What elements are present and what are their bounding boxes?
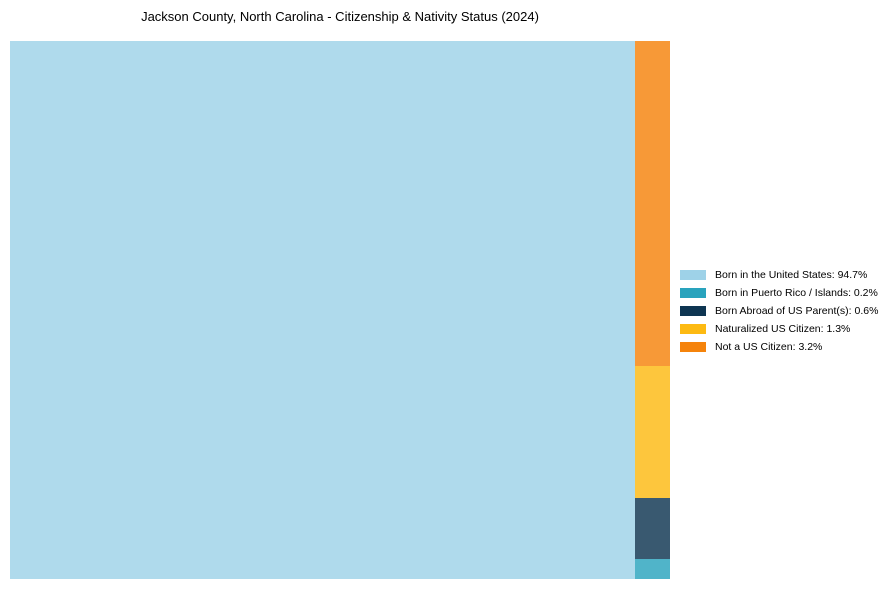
treemap-block-born-in-puerto-rico-islands[interactable] [635,558,670,579]
legend-swatch [680,342,706,352]
legend: Born in the United States: 94.7% Born in… [680,266,878,356]
treemap-block-born-in-us[interactable] [10,41,636,579]
legend-item: Naturalized US Citizen: 1.3% [680,320,878,338]
treemap-block-born-abroad-us-parents[interactable] [635,497,670,559]
legend-swatch [680,288,706,298]
treemap-minor-column [635,41,670,579]
treemap-plot [10,41,670,579]
legend-label: Born in the United States: 94.7% [715,269,868,281]
legend-label: Naturalized US Citizen: 1.3% [715,323,851,335]
legend-swatch [680,324,706,334]
treemap-block-not-a-us-citizen[interactable] [635,41,670,366]
chart-title: Jackson County, North Carolina - Citizen… [141,9,539,24]
legend-label: Not a US Citizen: 3.2% [715,341,823,353]
legend-item: Born in the United States: 94.7% [680,266,878,284]
legend-swatch [680,270,706,280]
legend-item: Born in Puerto Rico / Islands: 0.2% [680,284,878,302]
legend-label: Born Abroad of US Parent(s): 0.6% [715,305,879,317]
legend-label: Born in Puerto Rico / Islands: 0.2% [715,287,878,299]
legend-item: Not a US Citizen: 3.2% [680,338,878,356]
legend-swatch [680,306,706,316]
legend-item: Born Abroad of US Parent(s): 0.6% [680,302,878,320]
treemap-block-naturalized-us-citizen[interactable] [635,365,670,498]
